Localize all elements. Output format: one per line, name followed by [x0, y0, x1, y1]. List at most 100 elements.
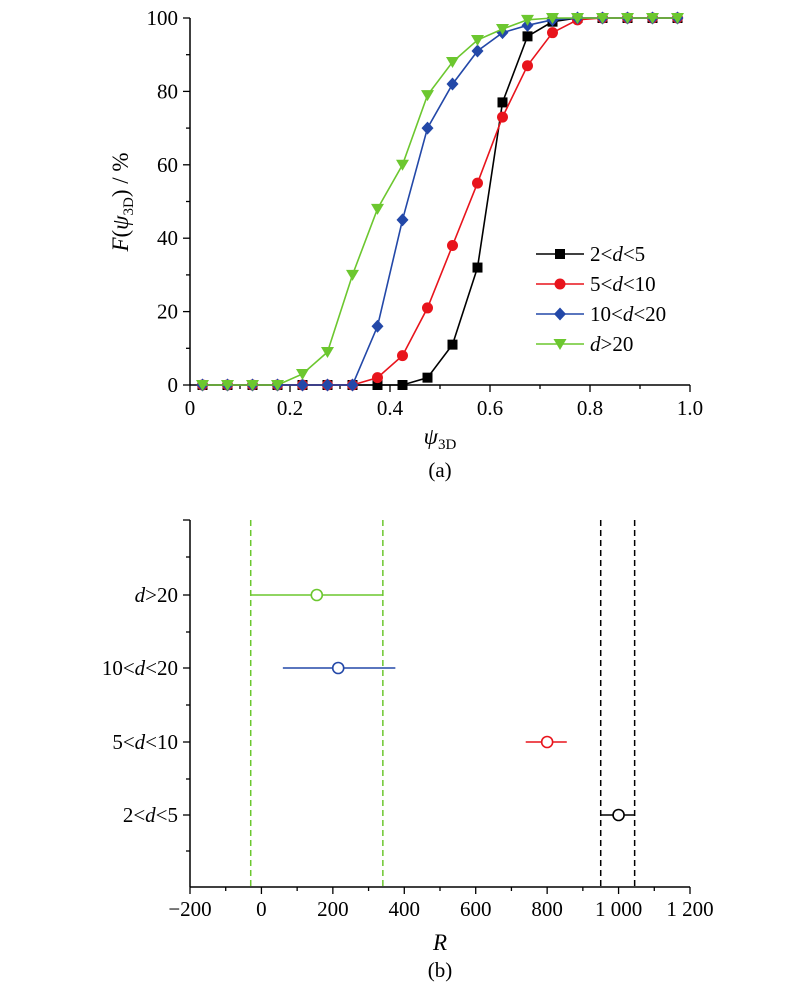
panel-a-x-tick-label: 0.8 [577, 396, 603, 420]
data-point-5-lt-d-lt-10 [397, 350, 408, 362]
panel-a-y-tick-label: 60 [157, 153, 178, 177]
data-point-d-gt-20 [571, 13, 584, 24]
category-label-d-gt-20: d>20 [135, 583, 178, 607]
data-point-d-gt-20 [321, 346, 334, 358]
data-point-5-lt-d-lt-10 [447, 240, 458, 252]
data-point-d-gt-20 [596, 13, 609, 24]
category-label-5-lt-d-lt-10: 5<d<10 [112, 730, 178, 754]
errorbar-center-marker [331, 661, 345, 675]
data-point-10-lt-d-lt-20 [421, 121, 434, 135]
data-point-10-lt-d-lt-20 [321, 378, 334, 392]
data-point-d-gt-20 [646, 13, 659, 24]
data-point-10-lt-d-lt-20 [296, 378, 309, 392]
data-point-10-lt-d-lt-20 [346, 378, 359, 392]
panel-b-errorbar-chart: −200 0 200 400 600 800 1 000 1 200 d>20 10<d<20 5<… [102, 519, 714, 982]
data-point-d-gt-20 [521, 14, 534, 26]
data-point-2-lt-d-lt-5 [447, 339, 458, 350]
data-point-d-gt-20 [196, 380, 209, 391]
data-point-d-gt-20 [671, 13, 684, 24]
data-point-10-lt-d-lt-20 [471, 44, 484, 58]
data-point-5-lt-d-lt-10 [422, 302, 433, 314]
data-point-d-gt-20 [496, 24, 509, 36]
panel-b-x-tick-label: 800 [531, 897, 563, 921]
data-point-d-gt-20 [446, 57, 459, 69]
panel-a-y-axis-title: F(ψ3D) / % [108, 152, 137, 252]
panel-b-label: (b) [428, 958, 453, 982]
data-point-d-gt-20 [621, 13, 634, 24]
panel-a-label: (a) [428, 458, 451, 482]
panel-a-y-tick-label: 40 [157, 226, 178, 250]
errorbar-5-lt-d-lt-10 [525, 735, 567, 749]
data-point-2-lt-d-lt-5 [422, 372, 433, 383]
panel-a-x-tick-label: 0.6 [477, 396, 503, 420]
panel-a-y-tick-label: 20 [157, 300, 178, 324]
series-line-d-gt-20 [202, 17, 678, 386]
category-label-10-lt-d-lt-20: 10<d<20 [102, 656, 178, 680]
errorbar-2-lt-d-lt-5 [600, 808, 635, 822]
panel-b-x-axis-title: R [432, 930, 447, 955]
series-line-10-lt-d-lt-20 [202, 17, 678, 386]
errorbar-10-lt-d-lt-20 [282, 661, 396, 675]
legend-item-10-lt-d-lt-20: 10<d<20 [536, 302, 666, 326]
legend-item-5-lt-d-lt-10: 5<d<10 [536, 272, 656, 296]
legend-marker [554, 278, 566, 290]
panel-a-y-tick-label: 0 [168, 373, 179, 397]
legend-label: d>20 [590, 332, 633, 356]
panel-b-points [250, 588, 635, 822]
panel-b-axes: −200 0 200 400 600 800 1 000 1 200 d>20 10<d<20 5<… [102, 519, 714, 921]
panel-b-x-tick-label: 600 [460, 897, 492, 921]
panel-b-x-tick-label: 400 [389, 897, 421, 921]
panel-a-x-tick-label: 0.4 [377, 396, 404, 420]
panel-b-reference-lines [249, 520, 636, 887]
legend-marker [554, 307, 566, 321]
panel-b-x-tick-label: −200 [168, 897, 211, 921]
legend-marker [553, 339, 567, 350]
data-point-2-lt-d-lt-5 [372, 380, 383, 390]
data-point-10-lt-d-lt-20 [371, 319, 384, 333]
data-point-d-gt-20 [421, 90, 434, 102]
series-line-2-lt-d-lt-5 [202, 17, 678, 386]
legend-marker [555, 249, 565, 259]
panel-b-x-tick-label: 200 [317, 897, 349, 921]
panel-a-cdf-chart: 0 0.2 0.4 0.6 0.8 1.0 0 20 40 60 80 100 2<d<5 5<d<10… [108, 6, 703, 482]
data-point-d-gt-20 [346, 269, 359, 281]
errorbar-center-marker [612, 808, 625, 822]
data-point-2-lt-d-lt-5 [397, 380, 408, 390]
data-point-d-gt-20 [471, 35, 484, 47]
panel-a-axes: 0 0.2 0.4 0.6 0.8 1.0 0 20 40 60 80 100 [147, 6, 704, 420]
legend-item-2-lt-d-lt-5: 2<d<5 [536, 242, 645, 266]
errorbar-center-marker [310, 588, 324, 602]
legend-label: 2<d<5 [590, 242, 645, 266]
panel-a-legend: 2<d<5 5<d<10 10<d<20 d>20 [536, 242, 666, 356]
data-point-d-gt-20 [271, 380, 284, 391]
panel-b-x-tick-label: 1 200 [666, 897, 713, 921]
panel-a-x-axis-title: ψ3D [424, 424, 457, 453]
panel-a-x-tick-label: 1.0 [677, 396, 703, 420]
data-point-d-gt-20 [546, 13, 559, 24]
errorbar-center-marker [540, 735, 554, 749]
series-line-5-lt-d-lt-10 [202, 17, 678, 386]
legend-label: 10<d<20 [590, 302, 666, 326]
data-point-5-lt-d-lt-10 [497, 111, 508, 123]
legend-item-d-gt-20: d>20 [536, 332, 633, 356]
errorbar-d-gt-20 [250, 588, 383, 602]
panel-a-y-tick-label: 100 [147, 6, 179, 30]
data-point-5-lt-d-lt-10 [522, 60, 533, 72]
data-point-d-gt-20 [296, 368, 309, 380]
data-point-10-lt-d-lt-20 [396, 213, 409, 227]
data-point-d-gt-20 [221, 380, 234, 391]
data-point-5-lt-d-lt-10 [472, 177, 483, 189]
data-point-d-gt-20 [371, 203, 384, 215]
panel-a-series [196, 11, 684, 392]
data-point-5-lt-d-lt-10 [547, 27, 558, 39]
series-d-gt-20 [196, 13, 684, 391]
data-point-10-lt-d-lt-20 [446, 77, 459, 91]
data-point-d-gt-20 [246, 380, 259, 391]
data-point-2-lt-d-lt-5 [472, 262, 483, 273]
data-point-5-lt-d-lt-10 [372, 372, 383, 384]
data-point-2-lt-d-lt-5 [497, 97, 508, 108]
panel-b-x-tick-label: 1 000 [595, 897, 642, 921]
panel-b-x-tick-label: 0 [256, 897, 267, 921]
